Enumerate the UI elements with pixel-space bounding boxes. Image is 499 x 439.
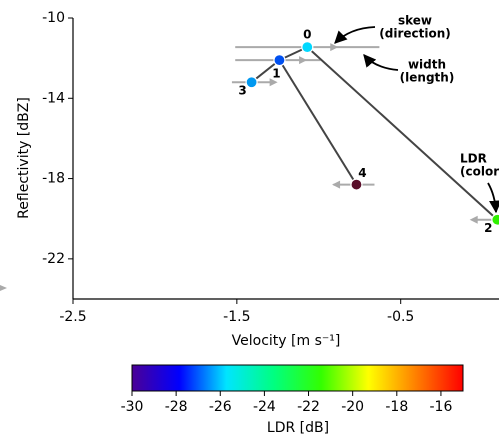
colorbar-tick-label: -26 [209,399,232,415]
colorbar-tick-label: -22 [297,399,320,415]
y-tick-label: -14 [42,90,65,106]
y-tick-label: -18 [42,171,65,187]
annotation-arrow [363,54,399,71]
annotation: skew [398,14,432,28]
colorbar-label: LDR [dB] [267,420,329,436]
y-axis-label: Reflectivity [dBZ] [16,97,32,219]
annotation-arrow [487,182,499,214]
x-tick-label: -0.5 [387,309,414,325]
point-label: 1 [272,67,280,81]
point-label: 4 [358,166,366,180]
x-axis-label: Velocity [m s⁻¹] [232,333,341,349]
point [245,76,258,89]
point [491,213,499,226]
annotation: (length) [400,71,455,85]
annotation-arrow [334,26,376,44]
edge-marker [0,285,7,291]
skew-arrow [330,43,339,52]
point-label: 3 [238,84,246,98]
skew-arrow [269,78,278,87]
skew-arrow [469,215,478,224]
colorbar-tick-label: -28 [165,399,188,415]
x-tick-label: -1.5 [223,309,250,325]
colorbar-tick-label: -24 [253,399,276,415]
colorbar-tick-label: -16 [429,399,452,415]
point [350,178,363,191]
skew-arrow [332,180,341,189]
point-label: 2 [484,221,492,235]
annotation: (direction) [379,27,450,41]
point-label: 0 [303,28,311,42]
link [306,46,499,221]
colorbar-tick-label: -20 [341,399,364,415]
y-tick-label: -10 [42,10,65,26]
colorbar-tick-label: -18 [385,399,408,415]
annotation: (color) [460,165,499,179]
y-tick-label: -22 [42,251,65,267]
link [278,59,358,186]
colorbar-tick-label: -30 [121,399,144,415]
x-tick-label: -2.5 [59,309,86,325]
annotation: width [408,58,446,72]
point [301,41,314,54]
colorbar [131,364,464,392]
annotation: LDR [460,152,487,166]
point [273,54,286,67]
plot-area: 0 1 2 3 4 [231,28,499,235]
skew-arrow [299,56,308,65]
